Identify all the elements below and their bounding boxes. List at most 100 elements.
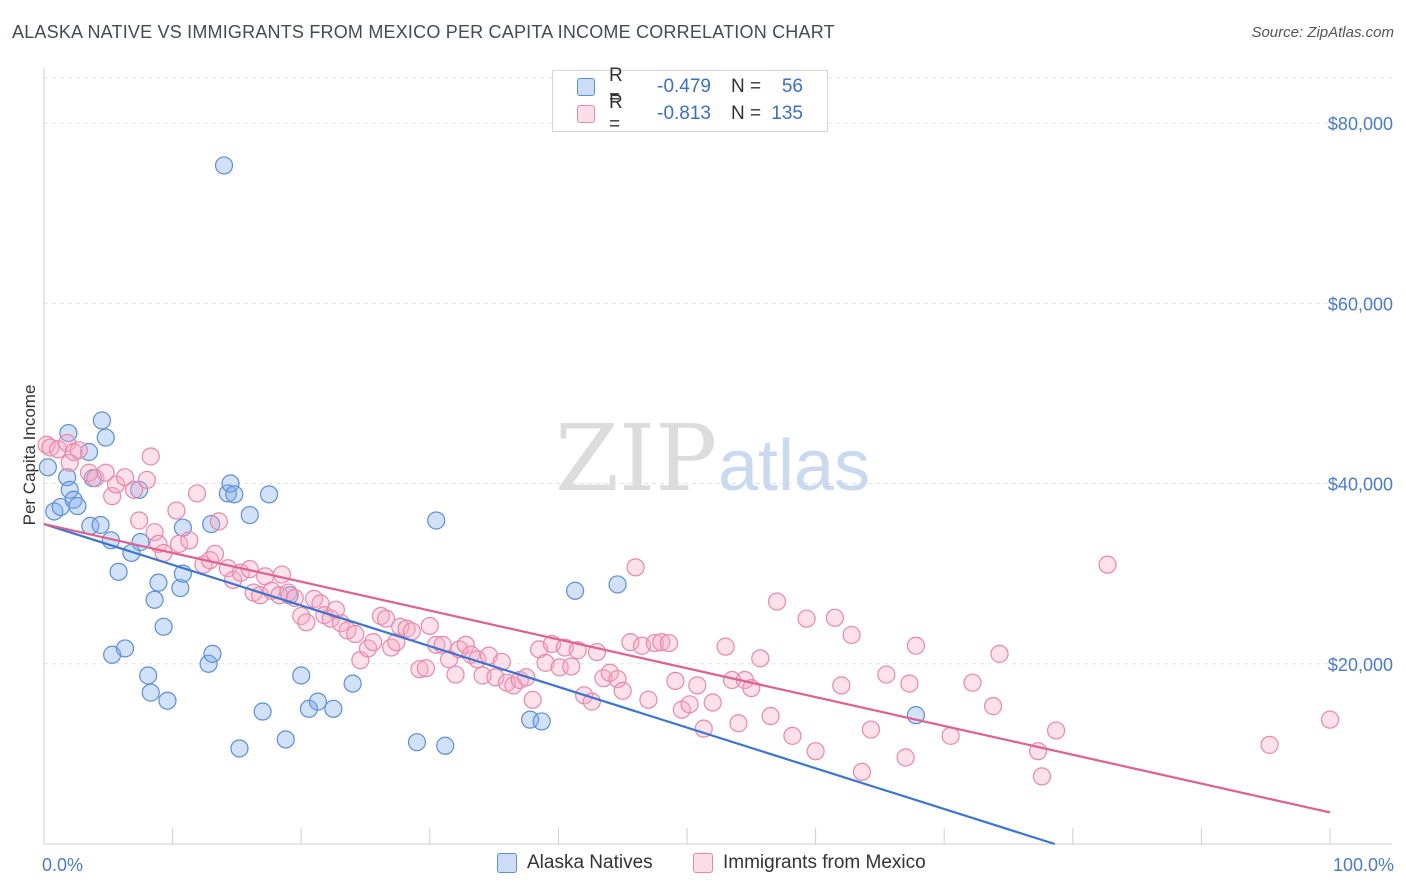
legend-r-label: R = xyxy=(609,92,623,135)
data-point xyxy=(115,468,135,487)
data-point xyxy=(272,565,292,584)
data-point xyxy=(532,712,551,731)
data-point xyxy=(187,484,207,503)
trend-line-alaska xyxy=(43,523,1056,846)
data-point xyxy=(158,691,177,710)
data-point xyxy=(137,470,156,490)
data-point xyxy=(58,433,77,453)
data-point xyxy=(214,156,234,175)
data-point xyxy=(626,558,645,577)
data-point xyxy=(410,660,429,679)
data-point xyxy=(521,710,540,729)
data-point xyxy=(1098,555,1117,574)
data-point xyxy=(92,411,111,430)
data-point xyxy=(751,649,770,668)
legend-n-value: 56 xyxy=(781,76,803,97)
data-point xyxy=(209,512,228,531)
y-tick-label: $80,000 xyxy=(1328,114,1393,134)
legend-row-mexico: R = -0.813 N = 135 xyxy=(577,92,803,135)
data-point xyxy=(416,659,436,678)
data-point xyxy=(877,665,896,684)
data-point xyxy=(324,699,343,718)
data-point xyxy=(906,636,926,655)
data-point xyxy=(659,633,679,653)
data-point xyxy=(326,600,346,619)
data-point xyxy=(608,669,627,689)
data-point xyxy=(130,511,149,530)
data-point xyxy=(900,674,919,693)
data-point xyxy=(96,428,115,447)
axis-labels: $20,000 $40,000 $60,000 $80,000 0.0% 100.0% Pe… xyxy=(20,114,1394,875)
data-point xyxy=(797,609,816,628)
legend-swatch-mexico xyxy=(577,105,595,123)
data-point xyxy=(346,624,365,644)
y-tick-label: $40,000 xyxy=(1328,475,1393,495)
data-point xyxy=(145,523,164,542)
data-point xyxy=(115,639,135,658)
data-point xyxy=(364,633,383,652)
y-tick-label: $60,000 xyxy=(1328,294,1393,314)
data-point xyxy=(103,487,122,506)
data-point xyxy=(343,674,362,693)
y-axis-label: Per Capita Income xyxy=(20,385,39,526)
data-point xyxy=(86,469,105,488)
data-point xyxy=(562,657,581,676)
data-point xyxy=(652,633,671,652)
axes xyxy=(43,68,1392,845)
data-point xyxy=(666,671,685,690)
series-points-mexico xyxy=(37,433,1340,786)
data-point xyxy=(253,702,272,721)
data-point xyxy=(49,440,68,459)
data-point xyxy=(240,505,259,525)
legend-r-value: -0.479 xyxy=(657,76,711,97)
data-point xyxy=(221,474,240,493)
data-point xyxy=(427,511,446,530)
data-point xyxy=(645,633,664,653)
data-point xyxy=(407,733,427,752)
data-point xyxy=(896,748,915,767)
data-point xyxy=(1046,721,1066,740)
data-point xyxy=(1260,735,1279,754)
data-point xyxy=(96,463,115,482)
data-point xyxy=(783,726,802,745)
legend-swatch-alaska xyxy=(577,78,595,96)
x-tick-label-max: 100.0% xyxy=(1333,855,1394,875)
data-point xyxy=(376,609,396,628)
data-point xyxy=(1320,710,1340,729)
data-point xyxy=(852,762,871,782)
data-point xyxy=(109,562,128,581)
data-point xyxy=(436,736,455,755)
series-legend-mexico[interactable]: Immigrants from Mexico xyxy=(693,852,926,874)
data-point xyxy=(169,534,189,554)
data-point xyxy=(729,714,748,733)
data-point xyxy=(568,641,587,660)
source-label: Source: ZipAtlas.com xyxy=(1251,24,1394,41)
data-point xyxy=(621,633,640,652)
data-point xyxy=(963,673,982,692)
data-point xyxy=(130,480,149,499)
data-point xyxy=(402,622,421,641)
data-point xyxy=(941,726,960,745)
data-point xyxy=(141,447,160,466)
data-point xyxy=(259,485,279,504)
data-point xyxy=(446,665,465,684)
legend-n-value: 135 xyxy=(771,103,803,124)
chart-title: ALASKA NATIVE VS IMMIGRANTS FROM MEXICO … xyxy=(12,22,835,42)
series-legend-alaska[interactable]: Alaska Natives xyxy=(497,852,653,874)
data-point xyxy=(688,676,707,695)
legend-r-label: R = xyxy=(609,65,623,108)
data-point xyxy=(91,515,110,535)
data-point xyxy=(60,480,79,499)
data-point xyxy=(486,668,505,687)
data-point xyxy=(141,683,160,702)
data-point xyxy=(861,720,880,739)
data-point xyxy=(371,606,391,626)
legend-r-value: -0.813 xyxy=(657,103,711,124)
watermark-zip: ZIP xyxy=(555,405,717,512)
data-point xyxy=(60,453,79,472)
data-points xyxy=(37,156,1340,786)
data-point xyxy=(154,617,173,636)
data-point xyxy=(492,652,511,672)
data-point xyxy=(145,590,164,609)
data-point xyxy=(225,485,244,504)
